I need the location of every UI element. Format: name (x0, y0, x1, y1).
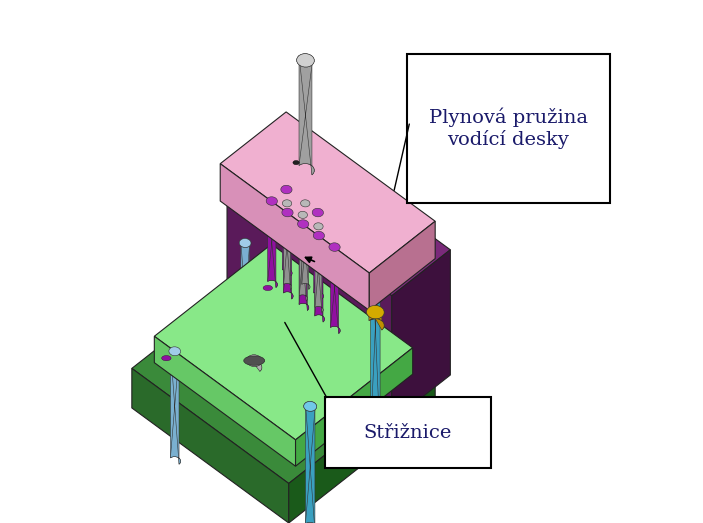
Polygon shape (249, 355, 262, 371)
Polygon shape (305, 402, 316, 523)
Ellipse shape (263, 286, 273, 291)
Polygon shape (239, 238, 251, 247)
Polygon shape (247, 357, 262, 371)
Polygon shape (312, 210, 323, 299)
Ellipse shape (174, 365, 181, 369)
Polygon shape (299, 220, 309, 311)
Polygon shape (314, 231, 325, 240)
Polygon shape (283, 201, 292, 289)
Ellipse shape (331, 325, 338, 329)
Polygon shape (298, 212, 307, 301)
Polygon shape (304, 402, 316, 411)
Polygon shape (366, 305, 384, 319)
Polygon shape (282, 208, 293, 217)
Polygon shape (314, 233, 325, 322)
Polygon shape (297, 55, 314, 175)
Polygon shape (169, 348, 181, 464)
Polygon shape (283, 185, 292, 276)
Polygon shape (268, 197, 278, 288)
Polygon shape (283, 208, 293, 299)
Polygon shape (297, 220, 309, 229)
Ellipse shape (293, 161, 299, 165)
Ellipse shape (228, 405, 236, 410)
Ellipse shape (283, 446, 291, 450)
Polygon shape (295, 348, 413, 466)
Polygon shape (297, 54, 314, 67)
Polygon shape (132, 253, 435, 483)
Polygon shape (304, 403, 316, 523)
Polygon shape (314, 223, 323, 230)
Polygon shape (301, 200, 310, 207)
Polygon shape (301, 201, 310, 289)
Polygon shape (315, 231, 325, 322)
Polygon shape (155, 336, 295, 466)
Polygon shape (369, 214, 382, 441)
Polygon shape (329, 244, 340, 334)
Polygon shape (302, 200, 310, 289)
Polygon shape (392, 250, 451, 421)
Polygon shape (312, 208, 323, 217)
Text: Střižnice: Střižnice (364, 424, 452, 441)
Polygon shape (369, 213, 382, 222)
Ellipse shape (225, 325, 232, 329)
Polygon shape (239, 240, 251, 367)
Polygon shape (299, 54, 314, 175)
Polygon shape (132, 368, 289, 523)
Polygon shape (369, 305, 384, 330)
Polygon shape (329, 243, 340, 252)
Polygon shape (330, 243, 340, 334)
Polygon shape (220, 164, 369, 310)
Polygon shape (314, 208, 323, 299)
Ellipse shape (335, 405, 342, 410)
Polygon shape (289, 368, 435, 523)
Polygon shape (282, 210, 293, 299)
Ellipse shape (386, 365, 394, 369)
Polygon shape (315, 223, 323, 312)
Polygon shape (280, 187, 292, 276)
Polygon shape (170, 347, 181, 464)
Polygon shape (227, 175, 392, 421)
FancyBboxPatch shape (325, 397, 491, 468)
Polygon shape (283, 200, 292, 289)
Polygon shape (280, 185, 292, 194)
Polygon shape (314, 224, 323, 312)
Polygon shape (241, 238, 251, 367)
Polygon shape (299, 211, 307, 301)
Polygon shape (366, 308, 384, 330)
Polygon shape (298, 211, 307, 219)
Polygon shape (220, 112, 435, 273)
Ellipse shape (276, 285, 283, 289)
Text: Plynová pružina
vodící desky: Plynová pružina vodící desky (429, 108, 588, 149)
Ellipse shape (244, 356, 265, 366)
Polygon shape (370, 213, 382, 441)
FancyBboxPatch shape (407, 54, 610, 202)
Polygon shape (266, 197, 278, 206)
Polygon shape (169, 347, 181, 356)
Ellipse shape (162, 356, 171, 361)
Polygon shape (155, 244, 413, 440)
Polygon shape (283, 200, 292, 207)
Polygon shape (369, 221, 435, 310)
Polygon shape (266, 198, 278, 288)
Polygon shape (247, 355, 262, 367)
Polygon shape (227, 129, 451, 296)
Polygon shape (297, 221, 309, 311)
